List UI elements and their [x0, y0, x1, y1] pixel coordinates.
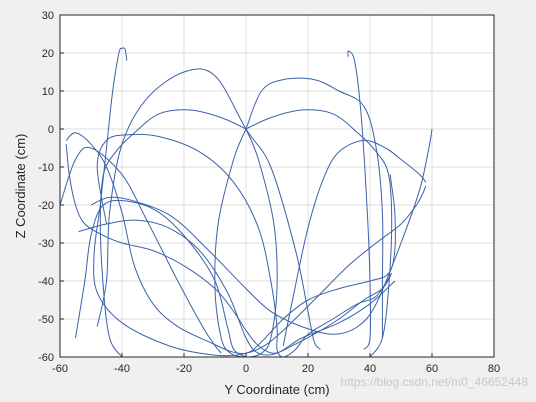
trajectory-line-8 — [78, 219, 396, 356]
x-tick-label: -60 — [52, 363, 68, 375]
trajectory-line-15 — [75, 199, 247, 358]
x-tick-label: 60 — [426, 363, 438, 375]
trajectory-line-11 — [245, 77, 384, 338]
ticks: -60 -40 -20 0 20 40 60 80 -60 -50 -40 -30 -20 -10 0 10 2… — [38, 10, 500, 375]
x-tick-label: 40 — [364, 363, 376, 375]
x-tick-label: -40 — [114, 363, 130, 375]
series-layer — [59, 47, 433, 358]
y-axis-label: Z Coordinate (cm) — [13, 134, 28, 239]
y-tick-label: -10 — [38, 162, 54, 174]
y-tick-label: -40 — [38, 276, 54, 288]
trajectory-line-13 — [90, 128, 433, 335]
x-tick-label: -20 — [176, 363, 192, 375]
trajectory-line-7 — [99, 109, 247, 358]
trajectory-line-3 — [65, 144, 393, 354]
y-tick-label: 30 — [42, 10, 54, 22]
trajectory-line-6 — [245, 109, 393, 358]
y-tick-label: -20 — [38, 200, 54, 212]
x-axis-label: Y Coordinate (cm) — [224, 382, 329, 397]
watermark: https://blog.csdn.net/m0_46652448 — [341, 375, 529, 389]
x-tick-label: 0 — [243, 363, 249, 375]
trajectory-line-14 — [59, 146, 222, 354]
trajectory-line-10 — [282, 139, 427, 346]
x-tick-label: 80 — [488, 363, 500, 375]
trajectory-line-12 — [347, 50, 372, 350]
x-tick-label: 20 — [302, 363, 314, 375]
trajectory-line-9 — [96, 68, 321, 350]
y-tick-label: 10 — [42, 86, 54, 98]
y-tick-label: -30 — [38, 238, 54, 250]
axes-box — [59, 14, 495, 358]
y-tick-label: 0 — [48, 124, 54, 136]
y-tick-label: -60 — [38, 352, 54, 364]
y-tick-label: -50 — [38, 314, 54, 326]
trajectory-line-4 — [96, 133, 393, 358]
y-tick-label: 20 — [42, 48, 54, 60]
